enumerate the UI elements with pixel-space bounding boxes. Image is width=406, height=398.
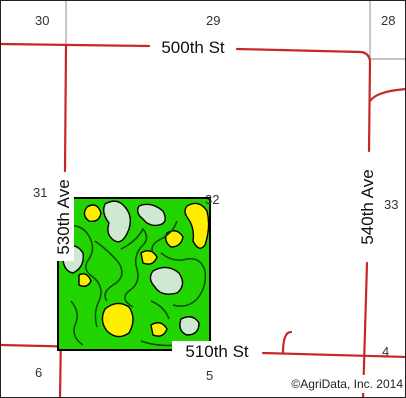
road-label-south: 510th St <box>185 342 249 361</box>
soil-yellow-1 <box>83 204 102 223</box>
section-29: 29 <box>206 13 220 28</box>
soil-yellow-3 <box>164 230 184 248</box>
road-stub-ne <box>368 88 405 103</box>
soil-yellow-7 <box>150 322 168 337</box>
section-numbers: 30 29 28 31 32 33 6 5 4 <box>33 13 398 383</box>
soil-pale-4 <box>149 266 184 295</box>
soil-pale-5 <box>179 316 200 336</box>
section-31: 31 <box>33 185 47 200</box>
section-32: 32 <box>205 192 219 207</box>
soil-yellow-2 <box>184 202 210 249</box>
soil-pale-1 <box>102 200 132 243</box>
soil-boundaries <box>60 220 207 347</box>
section-33: 33 <box>384 197 398 212</box>
road-label-west: 530th Ave <box>54 179 73 254</box>
field-parcel <box>57 197 211 351</box>
road-stub-se <box>281 330 293 355</box>
road-north <box>1 42 372 63</box>
field-outline <box>57 197 211 351</box>
section-30: 30 <box>35 13 49 28</box>
road-label-north: 500th St <box>161 38 225 57</box>
section-4: 4 <box>382 344 389 359</box>
soil-yellow-5 <box>101 302 134 338</box>
soil-units <box>58 198 210 350</box>
copyright-text: ©AgriData, Inc. 2014 <box>291 377 403 391</box>
section-28: 28 <box>381 13 395 28</box>
road-label-east: 540th Ave <box>358 169 377 244</box>
soil-yellow-6 <box>78 273 92 288</box>
section-5: 5 <box>206 368 213 383</box>
section-6: 6 <box>35 365 42 380</box>
soil-yellow-4 <box>140 250 158 265</box>
road-labels: 500th St 510th St 530th Ave 540th Ave <box>52 37 378 361</box>
soil-pale-2 <box>136 203 166 227</box>
